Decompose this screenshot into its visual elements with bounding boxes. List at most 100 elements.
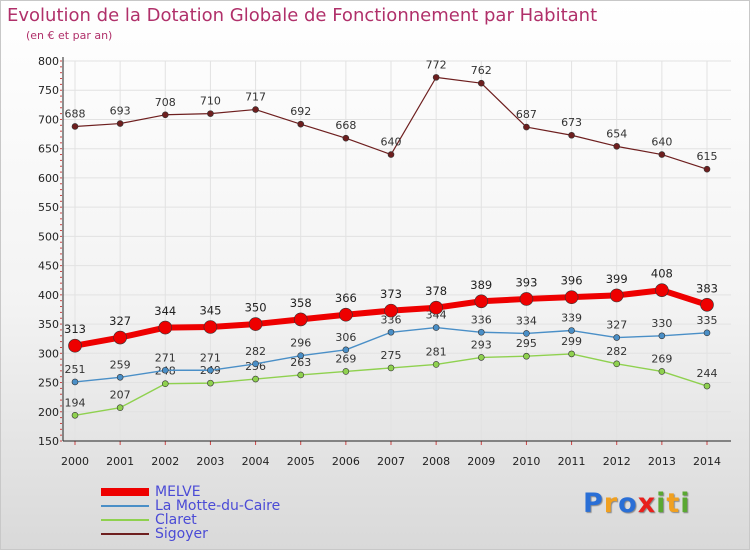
data-point-la-motte-du-caire	[161, 366, 169, 374]
x-tick-label: 2012	[603, 455, 631, 468]
legend-item-sigoyer: Sigoyer	[101, 526, 280, 542]
x-tick-label: 2004	[242, 455, 270, 468]
data-label-claret: 263	[290, 356, 311, 369]
data-label-claret: 194	[65, 396, 86, 409]
data-point-melve	[609, 288, 624, 303]
y-tick-label: 450	[38, 260, 59, 273]
data-point-melve	[564, 290, 579, 304]
legend-swatch	[101, 533, 149, 535]
data-label-melve: 327	[109, 314, 131, 328]
data-point-melve	[293, 312, 308, 327]
x-tick-label: 2010	[512, 455, 540, 468]
data-label-claret: 269	[651, 352, 672, 365]
legend-label: Claret	[155, 512, 197, 528]
data-point-sigoyer	[116, 120, 124, 127]
data-point-sigoyer	[568, 131, 575, 139]
y-tick-label: 800	[38, 55, 59, 68]
data-label-la-motte-du-caire: 259	[110, 358, 131, 371]
data-point-claret	[523, 352, 530, 360]
logo-letter: r	[603, 488, 619, 519]
x-tick-label: 2008	[422, 455, 450, 468]
x-tick-label: 2003	[196, 455, 224, 468]
legend-label: MELVE	[155, 484, 201, 500]
data-point-melve	[158, 320, 173, 335]
data-label-claret: 282	[606, 345, 627, 358]
data-point-sigoyer	[207, 110, 214, 117]
data-point-claret	[658, 368, 666, 375]
data-label-claret: 269	[335, 352, 356, 365]
data-label-claret: 299	[561, 335, 582, 348]
x-tick-label: 2009	[467, 455, 495, 468]
data-label-sigoyer: 692	[290, 105, 311, 118]
chart-subtitle: (en € et par an)	[26, 29, 113, 42]
data-point-melve	[700, 297, 714, 312]
data-label-sigoyer: 640	[381, 136, 402, 149]
y-tick-label: 650	[38, 143, 59, 156]
data-point-sigoyer	[297, 120, 305, 128]
data-point-melve	[339, 307, 353, 322]
data-point-la-motte-du-caire	[523, 330, 530, 337]
data-point-melve	[248, 317, 263, 331]
data-point-sigoyer	[161, 111, 169, 119]
y-tick-label: 750	[38, 84, 59, 97]
data-label-claret: 281	[426, 345, 447, 358]
data-label-claret: 275	[381, 349, 402, 362]
data-label-la-motte-du-caire: 336	[381, 313, 402, 326]
data-label-la-motte-du-caire: 334	[516, 314, 537, 327]
data-label-la-motte-du-caire: 271	[200, 351, 221, 364]
data-label-melve: 373	[380, 287, 402, 301]
chart-title: Evolution de la Dotation Globale de Fonc…	[7, 5, 598, 26]
data-label-melve: 345	[199, 304, 221, 318]
data-label-melve: 396	[561, 274, 583, 288]
data-point-melve	[384, 303, 398, 318]
data-label-sigoyer: 688	[65, 107, 86, 120]
data-point-la-motte-du-caire	[297, 352, 305, 359]
data-point-claret	[71, 411, 79, 419]
data-label-claret: 295	[516, 337, 537, 350]
legend-item-melve: MELVE	[101, 484, 280, 500]
data-point-melve	[429, 300, 443, 315]
logo-letter: x	[637, 488, 657, 519]
legend-item-la-motte-du-caire: La Motte-du-Caire	[101, 498, 281, 514]
legend-item-claret: Claret	[101, 512, 280, 528]
data-point-claret	[432, 361, 440, 368]
legend-label: La Motte-du-Caire	[155, 498, 281, 514]
data-label-sigoyer: 654	[606, 127, 627, 140]
data-label-sigoyer: 710	[200, 95, 221, 108]
data-label-melve: 344	[154, 304, 176, 318]
data-point-la-motte-du-caire	[477, 328, 485, 336]
y-tick-label: 200	[38, 406, 59, 419]
legend-swatch	[101, 519, 149, 521]
legend-swatch	[101, 505, 149, 507]
proxiti-logo: Proxiti	[583, 488, 691, 519]
data-label-melve: 393	[515, 275, 537, 289]
data-point-sigoyer	[252, 106, 259, 113]
data-label-la-motte-du-caire: 330	[651, 317, 672, 330]
data-label-la-motte-du-caire: 251	[65, 363, 86, 376]
data-point-sigoyer	[477, 79, 485, 87]
data-point-melve	[203, 320, 218, 334]
y-tick-label: 150	[38, 435, 59, 448]
data-label-melve: 366	[335, 291, 357, 305]
data-point-melve	[474, 294, 489, 309]
data-label-la-motte-du-caire: 327	[606, 319, 627, 332]
data-label-melve: 383	[696, 281, 718, 295]
data-point-sigoyer	[658, 151, 666, 158]
data-point-claret	[568, 350, 575, 358]
data-point-melve	[113, 330, 127, 345]
y-tick-label: 400	[38, 289, 59, 302]
y-tick-label: 600	[38, 172, 59, 185]
data-label-melve: 399	[606, 272, 628, 286]
data-label-sigoyer: 640	[651, 136, 672, 149]
legend-swatch	[101, 488, 149, 496]
data-point-claret	[116, 404, 124, 411]
logo-letter: i	[656, 488, 667, 519]
data-label-la-motte-du-caire: 306	[335, 331, 356, 344]
x-tick-label: 2007	[377, 455, 405, 468]
x-tick-label: 2013	[648, 455, 676, 468]
y-tick-label: 500	[38, 230, 59, 243]
data-label-la-motte-du-caire: 296	[290, 337, 311, 350]
data-point-la-motte-du-caire	[432, 324, 440, 331]
data-point-la-motte-du-caire	[207, 366, 214, 374]
